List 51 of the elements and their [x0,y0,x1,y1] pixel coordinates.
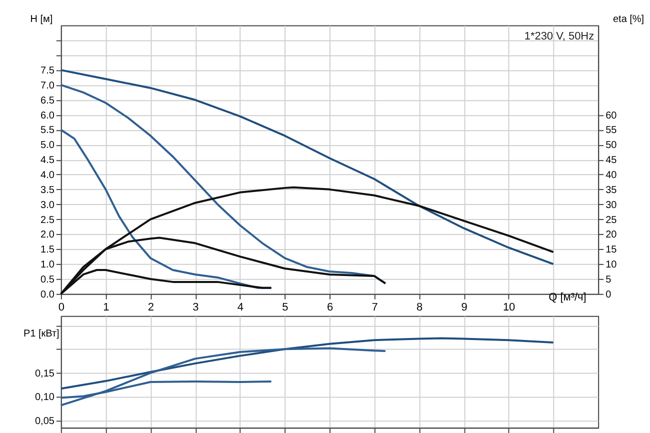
y-tick-label: 5.5 [40,125,55,136]
y2-tick-label: 0 [606,289,612,300]
y2-tick-label: 5 [606,274,612,286]
y2-tick-label: 55 [606,125,618,136]
y2-tick-label: 60 [606,110,618,122]
x-tick-label: 3 [192,301,199,314]
y-tick-label: 0,10 [35,392,55,404]
y-tick-label: 4.0 [40,170,55,182]
y-tick-label: 3.0 [40,200,55,211]
y2-axis-title: eta [%] [613,14,644,25]
y2-tick-label: 40 [606,170,618,182]
y-tick-label: 1.5 [40,244,55,256]
line-series [60,69,554,266]
y-tick-label: 5.0 [40,140,55,152]
y-tick-label: 7.5 [40,66,55,77]
y2-tick-label: 10 [606,260,618,271]
y-tick-label: 0.5 [40,274,55,286]
y-tick-label: 2.0 [40,230,55,241]
y-axis-title: H [м] [30,14,53,25]
y2-tick-label: 30 [606,200,618,211]
y2-tick-label: 45 [606,155,618,166]
x-tick-label: 6 [326,301,334,314]
y2-tick-label: 25 [606,214,618,226]
y2-tick-label: 50 [606,140,618,152]
y-tick-label: 6.5 [40,95,55,106]
y-axis-title: P1 [кВт] [24,328,60,340]
y2-tick-label: 20 [606,230,618,241]
y-tick-label: 6.0 [40,110,55,122]
x-tick-label: 4 [237,301,244,314]
y-tick-label: 0,15 [35,368,55,380]
y-tick-label: 2.5 [40,214,55,226]
y-tick-label: 4.5 [40,155,55,166]
x-tick-label: 7 [372,301,378,314]
x-axis-title: Q [м³/ч] [548,291,586,304]
y-tick-label: 0,05 [35,416,55,428]
x-tick-label: 8 [416,301,423,314]
x-tick-label: 10 [502,301,516,314]
y-tick-label: 7.0 [40,80,55,92]
line-series [60,347,386,406]
x-tick-label: 5 [282,301,288,314]
x-tick-label: 2 [148,301,154,314]
y2-tick-label: 15 [606,244,618,256]
y2-tick-label: 35 [606,184,618,196]
y-tick-label: 1.0 [40,260,55,271]
x-tick-label: 9 [461,301,468,314]
annotation: 1*230 V, 50Hz [524,30,594,42]
line-series [60,337,554,390]
y-tick-label: 0.0 [40,289,55,300]
y-tick-label: 3.5 [40,184,55,196]
x-tick-label: 1 [103,301,110,314]
x-tick-label: 0 [58,301,64,314]
